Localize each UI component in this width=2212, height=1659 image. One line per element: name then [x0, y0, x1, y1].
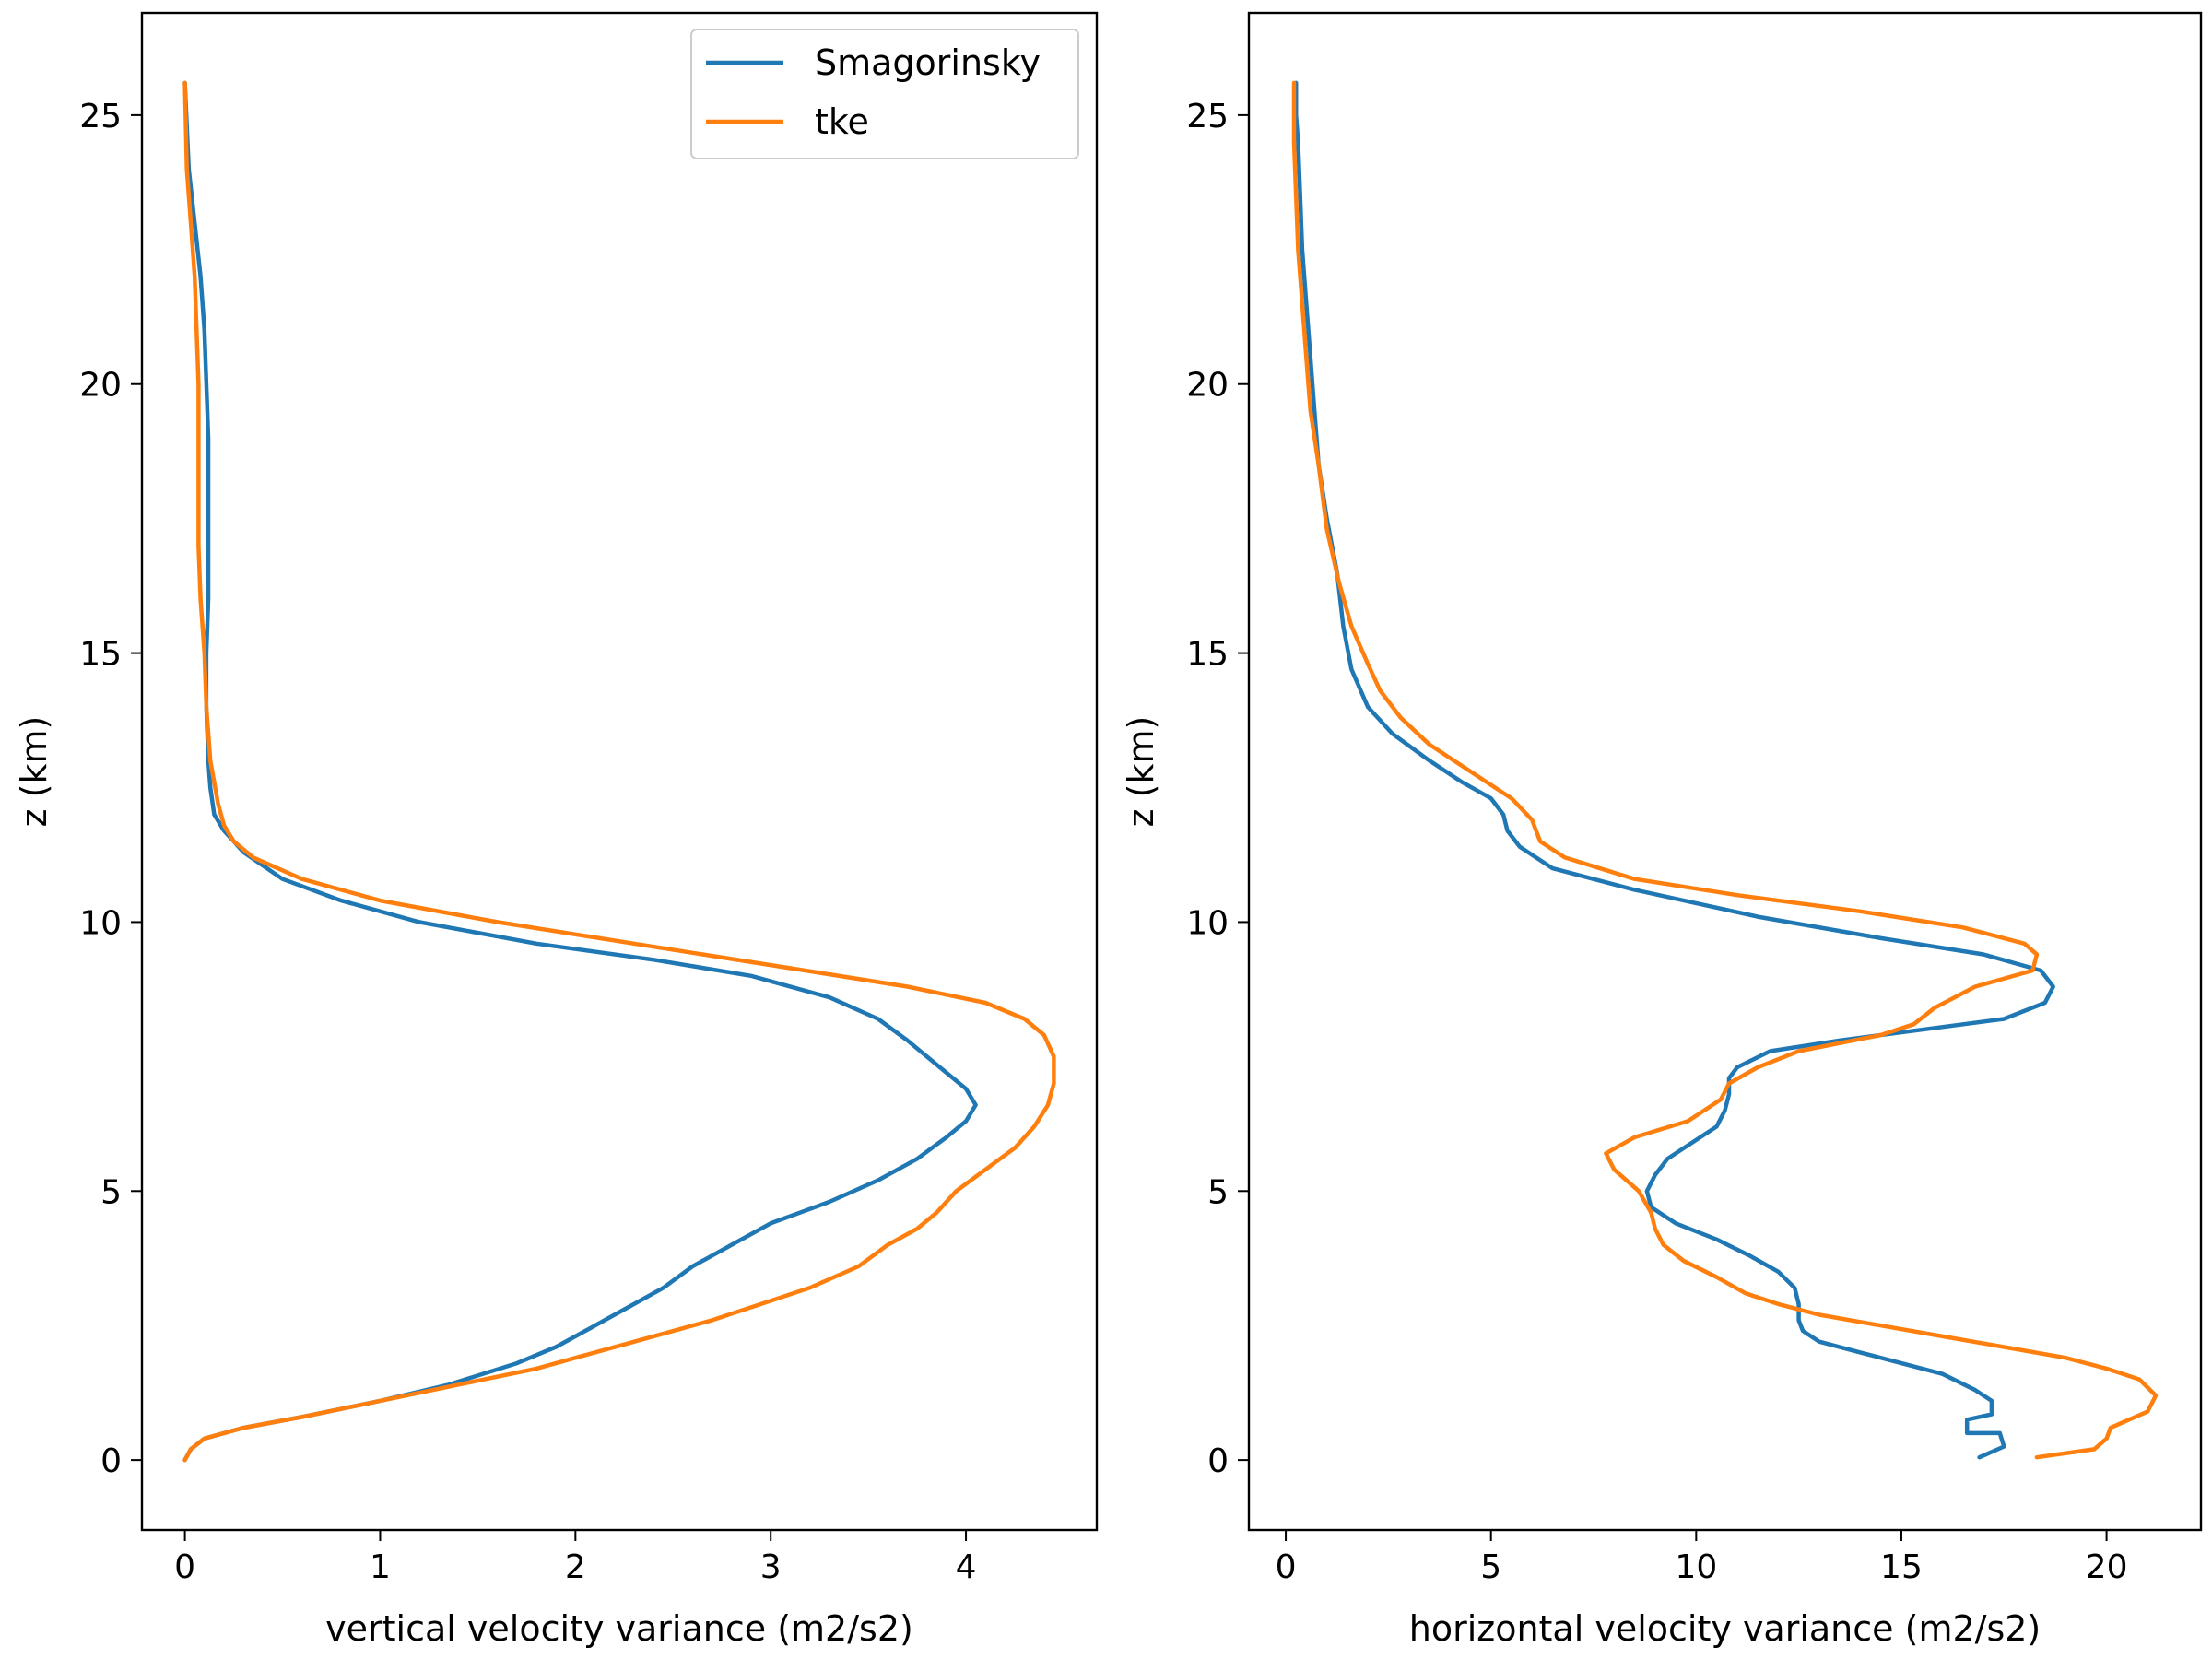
- y-tick-label: 0: [1207, 1442, 1229, 1480]
- x-tick-label: 0: [174, 1548, 195, 1586]
- y-axis-label: z (km): [14, 716, 54, 828]
- axes-frame: [1247, 11, 2203, 1532]
- x-axis-label: vertical velocity variance (m2/s2): [325, 1608, 913, 1649]
- y-tick-label: 5: [1207, 1173, 1229, 1211]
- x-tick-label: 4: [956, 1548, 977, 1586]
- x-tick-label: 1: [370, 1548, 391, 1586]
- plot-lines: [1291, 80, 2159, 1460]
- y-tick-label: 15: [1186, 636, 1229, 674]
- y-tick-label: 20: [1186, 367, 1229, 405]
- axes-frame: [140, 11, 1099, 1532]
- y-tick-label: 15: [79, 636, 122, 674]
- series-line-tke: [1291, 80, 2159, 1460]
- legend-label-tke: tke: [815, 101, 869, 142]
- y-axis-label: z (km): [1121, 716, 1161, 828]
- plot-lines: [182, 80, 1056, 1463]
- series-line-smagorinsky: [182, 80, 978, 1463]
- vertical-variance-panel: 0 1 2 3 4 0 5 10 15 20 25 vertical velocity varian…: [14, 11, 1099, 1649]
- ticks: 0 5 10 15 20 0 5 10 15 20 25: [1186, 98, 2127, 1586]
- y-tick-label: 10: [1186, 904, 1229, 942]
- series-line-tke: [182, 80, 1056, 1463]
- y-tick-label: 25: [79, 98, 122, 135]
- ticks: 0 1 2 3 4 0 5 10 15 20 25: [79, 98, 976, 1586]
- y-tick-label: 5: [100, 1173, 122, 1211]
- y-tick-label: 20: [79, 367, 122, 405]
- x-tick-label: 10: [1675, 1548, 1717, 1586]
- x-tick-label: 5: [1480, 1548, 1501, 1586]
- legend-label-smagorinsky: Smagorinsky: [815, 42, 1041, 83]
- x-tick-label: 0: [1276, 1548, 1297, 1586]
- x-tick-label: 3: [760, 1548, 782, 1586]
- x-tick-label: 15: [1880, 1548, 1923, 1586]
- y-tick-label: 25: [1186, 98, 1229, 135]
- legend-box: [690, 29, 1079, 159]
- y-tick-label: 0: [100, 1442, 122, 1480]
- y-tick-label: 10: [79, 904, 122, 942]
- x-axis-label: horizontal velocity variance (m2/s2): [1409, 1608, 2041, 1649]
- x-tick-label: 2: [565, 1548, 586, 1586]
- x-tick-label: 20: [2086, 1548, 2128, 1586]
- horizontal-variance-panel: 0 5 10 15 20 0 5 10 15 20 25 horizontal velocity v…: [1121, 11, 2203, 1649]
- legend: Smagorinsky tke: [690, 29, 1079, 159]
